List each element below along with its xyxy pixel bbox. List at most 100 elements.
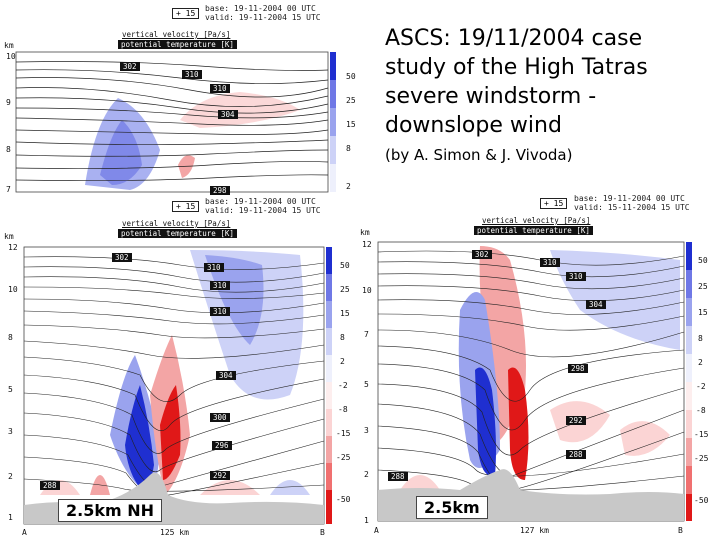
top-y-tick: 8	[6, 145, 11, 154]
top-variable-1: vertical velocity [Pa/s]	[122, 30, 231, 39]
left-legend-label: 15	[340, 309, 350, 318]
top-y-tick: 7	[6, 185, 11, 194]
right-y-unit: km	[360, 228, 370, 237]
right-contour-label: 304	[586, 300, 606, 309]
top-legend-label: 25	[346, 96, 356, 105]
left-panel-label: 2.5km NH	[58, 499, 163, 522]
top-legend-label: 8	[346, 144, 351, 153]
top-plot-frame	[15, 51, 329, 193]
left-upper-blue-core	[205, 255, 264, 345]
left-legend-label: -2	[338, 381, 348, 390]
left-legend-label: -25	[336, 453, 351, 462]
left-cross-section-panel: + 15 base: 19-11-2004 00 UTC valid: 19-1…	[0, 195, 365, 540]
right-contour-label: 310	[566, 272, 586, 281]
left-lee-red-core	[160, 385, 181, 480]
right-legend-label: 25	[698, 282, 708, 291]
left-legend-label: 8	[340, 333, 345, 342]
right-y-tick: 1	[364, 516, 369, 525]
right-y-tick: 12	[362, 240, 372, 249]
left-y-tick: 10	[8, 285, 18, 294]
top-y-unit: km	[4, 41, 14, 50]
left-legend-label: 2	[340, 357, 345, 366]
right-contour-label: 288	[566, 450, 586, 459]
right-colorbar	[686, 242, 692, 521]
left-plot-area	[23, 246, 332, 525]
right-y-tick: 5	[364, 380, 369, 389]
left-contour-label: 292	[210, 471, 230, 480]
left-legend-label: -8	[338, 405, 348, 414]
top-isentropes	[15, 61, 329, 182]
left-base-time: base: 19-11-2004 00 UTC	[205, 197, 316, 206]
left-legend-label: -15	[336, 429, 351, 438]
right-plot-area	[377, 241, 692, 522]
top-y-tick: 10	[6, 52, 16, 61]
right-legend-label: 50	[698, 256, 708, 265]
left-variable-2: potential temperature [K]	[118, 229, 237, 238]
right-y-tick: 3	[364, 426, 369, 435]
left-x-tick: A	[22, 528, 27, 537]
left-y-tick: 8	[8, 333, 13, 342]
right-contour-label: 292	[566, 416, 586, 425]
top-cross-section-panel: + 15 base: 19-11-2004 00 UTC valid: 19-1…	[0, 0, 375, 215]
left-contour-label: 310	[210, 307, 230, 316]
top-contour-label: 304	[218, 110, 238, 119]
right-contour-label: 310	[540, 258, 560, 267]
right-x-tick: A	[374, 526, 379, 535]
left-contour-label: 310	[210, 281, 230, 290]
top-legend-label: 15	[346, 120, 356, 129]
top-plot-area	[15, 51, 336, 193]
top-contour-label: 298	[210, 186, 230, 195]
slide-title: ASCS: 19/11/2004 case study of the High …	[385, 26, 648, 138]
right-legend-label: -15	[694, 430, 709, 439]
right-contour-label: 302	[472, 250, 492, 259]
left-forecast-box: + 15	[172, 201, 200, 212]
top-y-tick: 9	[6, 98, 11, 107]
left-y-tick: 3	[8, 427, 13, 436]
top-contour-label: 302	[120, 62, 140, 71]
left-y-tick: 2	[8, 472, 13, 481]
right-variable-1: vertical velocity [Pa/s]	[482, 216, 591, 225]
left-contour-label: 300	[210, 413, 230, 422]
right-legend-label: -8	[696, 406, 706, 415]
left-valid-time: valid: 19-11-2004 15 UTC	[205, 206, 321, 215]
left-contour-label: 310	[204, 263, 224, 272]
right-cross-section-panel: + 15 base: 19-11-2004 00 UTC valid: 15-1…	[360, 190, 720, 540]
left-x-tick: 125 km	[160, 528, 189, 537]
right-variable-2: potential temperature [K]	[474, 226, 593, 235]
right-panel-label: 2.5km	[416, 496, 488, 519]
left-contour-label: 304	[216, 371, 236, 380]
left-legend-label: -50	[336, 495, 351, 504]
slide-title-block: ASCS: 19/11/2004 case study of the High …	[385, 24, 685, 166]
top-variable-2: potential temperature [K]	[118, 40, 237, 49]
left-legend-label: 25	[340, 285, 350, 294]
right-legend-label: -25	[694, 454, 709, 463]
top-legend-label: 50	[346, 72, 356, 81]
left-contour-label: 288	[40, 481, 60, 490]
right-legend-label: -50	[694, 496, 709, 505]
right-lee-red-core	[508, 367, 529, 480]
top-red-region	[180, 92, 300, 128]
top-forecast-box: + 15	[172, 8, 200, 19]
left-x-tick: B	[320, 528, 325, 537]
right-contour-label: 288	[388, 472, 408, 481]
top-legend-label: 2	[346, 182, 351, 191]
left-contour-label: 302	[112, 253, 132, 262]
top-contour-label: 310	[182, 70, 202, 79]
right-y-tick: 10	[362, 286, 372, 295]
right-legend-label: 15	[698, 308, 708, 317]
right-base-time: base: 19-11-2004 00 UTC	[574, 194, 685, 203]
top-blue-core	[100, 120, 142, 185]
left-lee-blue-core	[125, 385, 154, 490]
left-variable-1: vertical velocity [Pa/s]	[122, 219, 231, 228]
right-valid-time: valid: 15-11-2004 15 UTC	[574, 203, 690, 212]
left-contour-label: 296	[212, 441, 232, 450]
left-y-tick: 5	[8, 385, 13, 394]
left-colorbar	[326, 247, 332, 524]
top-base-time: base: 19-11-2004 00 UTC	[205, 4, 316, 13]
left-legend-label: 50	[340, 261, 350, 270]
right-y-tick: 2	[364, 470, 369, 479]
slide-subtitle: (by A. Simon & J. Vivoda)	[385, 146, 573, 164]
right-isentropes	[377, 250, 685, 491]
right-forecast-box: + 15	[540, 198, 568, 209]
right-legend-label: 2	[698, 358, 703, 367]
